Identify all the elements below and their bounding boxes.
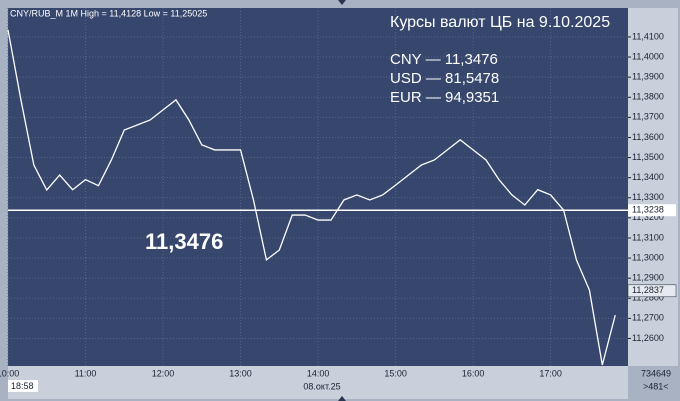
y-tick-label: 11,2600	[632, 333, 664, 343]
x-tick-label: 16:00	[462, 368, 485, 378]
clock: 18:58	[11, 381, 34, 391]
y-tick-label: 11,3900	[632, 72, 664, 82]
y-tick-label: 11,2700	[632, 313, 664, 323]
level-label: 11,3238	[632, 205, 664, 215]
x-tick-label: 17:00	[539, 368, 562, 378]
y-tick-label: 11,3700	[632, 112, 664, 122]
x-axis-panel	[8, 366, 628, 399]
y-tick-label: 11,3200	[632, 212, 664, 222]
counter: 734649	[641, 368, 671, 378]
y-tick-label: 11,3400	[632, 172, 664, 182]
y-tick-label: 11,3500	[632, 152, 664, 162]
top-marker	[338, 0, 346, 5]
y-tick-label: 11,3600	[632, 132, 664, 142]
y-tick-label: 11,3000	[632, 252, 664, 262]
x-tick-label: 14:00	[307, 368, 330, 378]
level-tag	[628, 204, 676, 217]
big-value: 11,3476	[145, 229, 223, 254]
rate: CNY — 11,3476	[390, 51, 498, 68]
bottom-marker	[338, 396, 346, 401]
last-price-tag	[627, 284, 677, 298]
plot-area	[8, 8, 628, 366]
overlay-heading: Курсы валют ЦБ на 9.10.2025	[390, 14, 610, 31]
clock-box	[8, 380, 38, 392]
y-tick-label: 11,3300	[632, 192, 664, 202]
x-tick-label: 11:00	[75, 368, 97, 378]
y-tick-label: 11,3800	[632, 92, 664, 102]
chart-title: CNY/RUB_M 1M High = 11,4128 Low = 11,250…	[10, 8, 207, 18]
price-line	[7, 29, 616, 366]
date-label: 08.окт.25	[303, 381, 340, 391]
y-tick-label: 11,4100	[632, 31, 664, 41]
rate: EUR — 94,9351	[390, 89, 499, 106]
x-tick-label: 12:00	[152, 368, 175, 378]
y-tick-label: 11,2900	[632, 273, 664, 283]
marks	[7, 29, 628, 366]
rate: USD — 81,5478	[390, 70, 499, 87]
grid	[7, 8, 631, 366]
y-tick-label: 11,4000	[632, 51, 664, 61]
y-tick-label: 11,2800	[632, 293, 664, 303]
x-tick-label: 13:00	[229, 368, 252, 378]
x-tick-label: 10:00	[0, 368, 19, 378]
y-tick-label: 11,3100	[632, 232, 664, 242]
last-price-label: 11,2837	[632, 285, 664, 295]
y-axis-panel	[628, 8, 678, 366]
bars-count: >481<	[643, 381, 669, 391]
x-tick-label: 15:00	[384, 368, 407, 378]
